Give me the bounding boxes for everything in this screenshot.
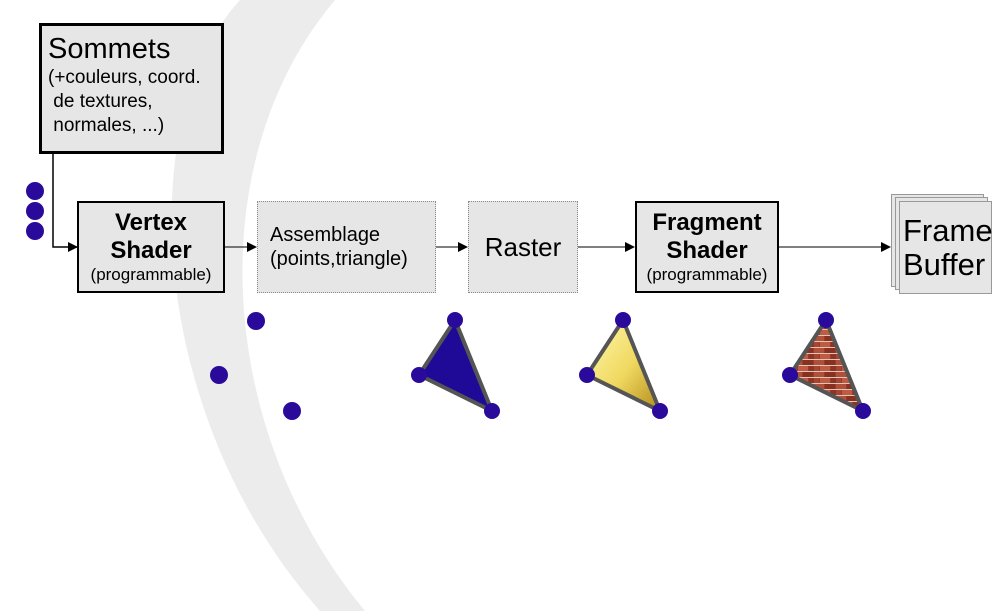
assemblage-title: Assemblage xyxy=(270,224,381,246)
raster-label: Raster xyxy=(484,232,562,262)
triangle-vertex-dot xyxy=(447,312,463,328)
fragment-shader-title-line1: Fragment xyxy=(652,209,762,236)
triangle-vertex-dot xyxy=(818,312,834,328)
triangle-vertex-dot xyxy=(579,367,595,383)
assemblage-subtitle: (points,triangle) xyxy=(270,248,408,270)
sommets-to-vertex-connector xyxy=(52,154,78,252)
sommets-detail-line: normales, ...) xyxy=(48,115,165,136)
fragment-shader-title-line2: Shader xyxy=(666,237,748,264)
triangle-vertex-dot xyxy=(615,312,631,328)
sommets-detail-line: de textures, xyxy=(48,91,153,112)
textured-triangle xyxy=(782,312,871,419)
raster-box: Raster xyxy=(468,201,578,293)
sommets-detail-line: (+couleurs, coord. xyxy=(48,67,201,88)
transformed-vertex-dot xyxy=(247,312,265,330)
frame-buffer-line2: Buffer xyxy=(903,246,986,282)
fragment-shader-box: Fragment Shader (programmable) xyxy=(635,201,779,293)
transformed-vertex-dot xyxy=(210,366,228,384)
triangle-vertex-dot xyxy=(652,403,668,419)
vertex-shader-subtitle: (programmable) xyxy=(90,265,212,284)
vertex-shader-title-line2: Shader xyxy=(110,237,192,264)
sommets-title: Sommets xyxy=(48,33,171,65)
frame-buffer-line1: Frame xyxy=(903,212,993,248)
triangle-vertex-dot xyxy=(484,403,500,419)
rasterized-triangle xyxy=(579,312,668,419)
triangle-vertex-dot xyxy=(411,367,427,383)
fragment-shader-subtitle: (programmable) xyxy=(646,265,768,284)
triangle-vertex-dot xyxy=(782,367,798,383)
sommets-box: Sommets (+couleurs, coord. de textures, … xyxy=(39,23,224,154)
assembled-triangle xyxy=(411,312,500,419)
vertex-dot xyxy=(26,222,44,240)
transformed-vertex-dot xyxy=(283,402,301,420)
vertex-shader-title-line1: Vertex xyxy=(114,209,188,236)
assemblage-box: Assemblage (points,triangle) xyxy=(257,201,436,293)
vertex-shader-box: Vertex Shader (programmable) xyxy=(77,201,225,293)
frame-buffer-box: Frame Buffer xyxy=(899,201,993,294)
vertex-dot xyxy=(26,182,44,200)
triangle-vertex-dot xyxy=(855,403,871,419)
vertex-dot xyxy=(26,202,44,220)
